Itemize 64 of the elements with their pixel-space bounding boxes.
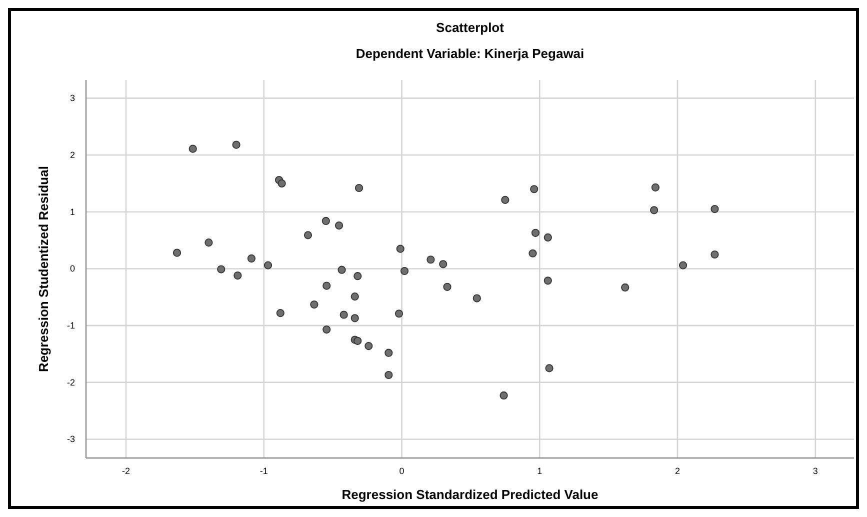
y-tick-label: 2 [70,150,75,160]
point [232,140,240,149]
point [350,314,359,322]
point [426,256,435,264]
point [439,260,448,268]
point [678,261,688,270]
point [544,233,552,242]
y-tick-label: 0 [70,264,75,274]
point [384,348,393,357]
point [364,342,373,350]
point [334,221,344,230]
y-tick-label: 3 [70,93,75,104]
point [400,266,409,276]
point [710,250,719,259]
point [350,292,359,301]
point [621,283,630,292]
y-tick-label: -1 [66,320,75,331]
x-tick-label: 1 [537,466,542,476]
x-axis-title: Regression Standardized Predicted Value [342,487,598,502]
point [354,272,362,280]
point [710,204,719,214]
y-tick-label: -2 [66,377,75,388]
x-tick-label: 2 [675,466,680,476]
x-tick-label: 3 [812,466,818,476]
point [530,185,538,194]
point [472,294,481,302]
point [264,261,272,270]
point [172,248,182,257]
point [322,325,331,334]
point [354,336,362,345]
point [204,238,213,247]
point [545,364,554,372]
point [304,231,312,240]
y-axis-title: Regression Studentized Residual [36,166,51,372]
point [247,254,256,263]
point [531,228,540,237]
point [276,309,284,318]
point [278,179,286,188]
chart-subtitle: Dependent Variable: Kinerja Pegawai [356,46,584,61]
point [384,370,393,380]
point [500,391,508,400]
point [322,216,330,226]
point [217,265,226,274]
x-tick-label: -1 [260,466,268,476]
point [396,244,404,253]
y-tick-label: -3 [66,434,75,444]
x-tick-label: 0 [399,466,404,476]
point [394,310,404,318]
y-tick-label: 1 [70,206,75,217]
point [338,266,346,274]
point [651,183,660,192]
point [501,196,510,204]
point [310,300,318,309]
point [340,310,348,319]
point [354,184,364,192]
point [188,144,197,153]
chart-title: Scatterplot [436,20,505,35]
point [443,282,452,291]
point [528,249,537,258]
point [322,282,331,290]
point [234,271,242,280]
x-tick-label: -2 [122,466,130,476]
point [544,276,552,285]
point [650,206,658,214]
